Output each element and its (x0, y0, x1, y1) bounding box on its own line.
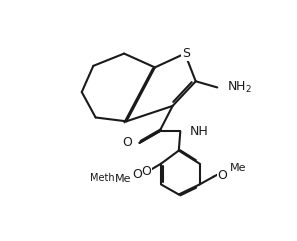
Text: NH$_2$: NH$_2$ (227, 80, 252, 95)
Text: Me: Me (115, 174, 132, 184)
Text: O: O (217, 169, 227, 182)
Text: NH: NH (189, 125, 208, 138)
Text: Methoxy: Methoxy (90, 173, 132, 182)
Text: Me: Me (230, 163, 246, 173)
Text: O: O (132, 168, 142, 181)
Text: S: S (182, 47, 190, 60)
Text: O: O (141, 165, 151, 178)
Text: O: O (122, 136, 132, 149)
